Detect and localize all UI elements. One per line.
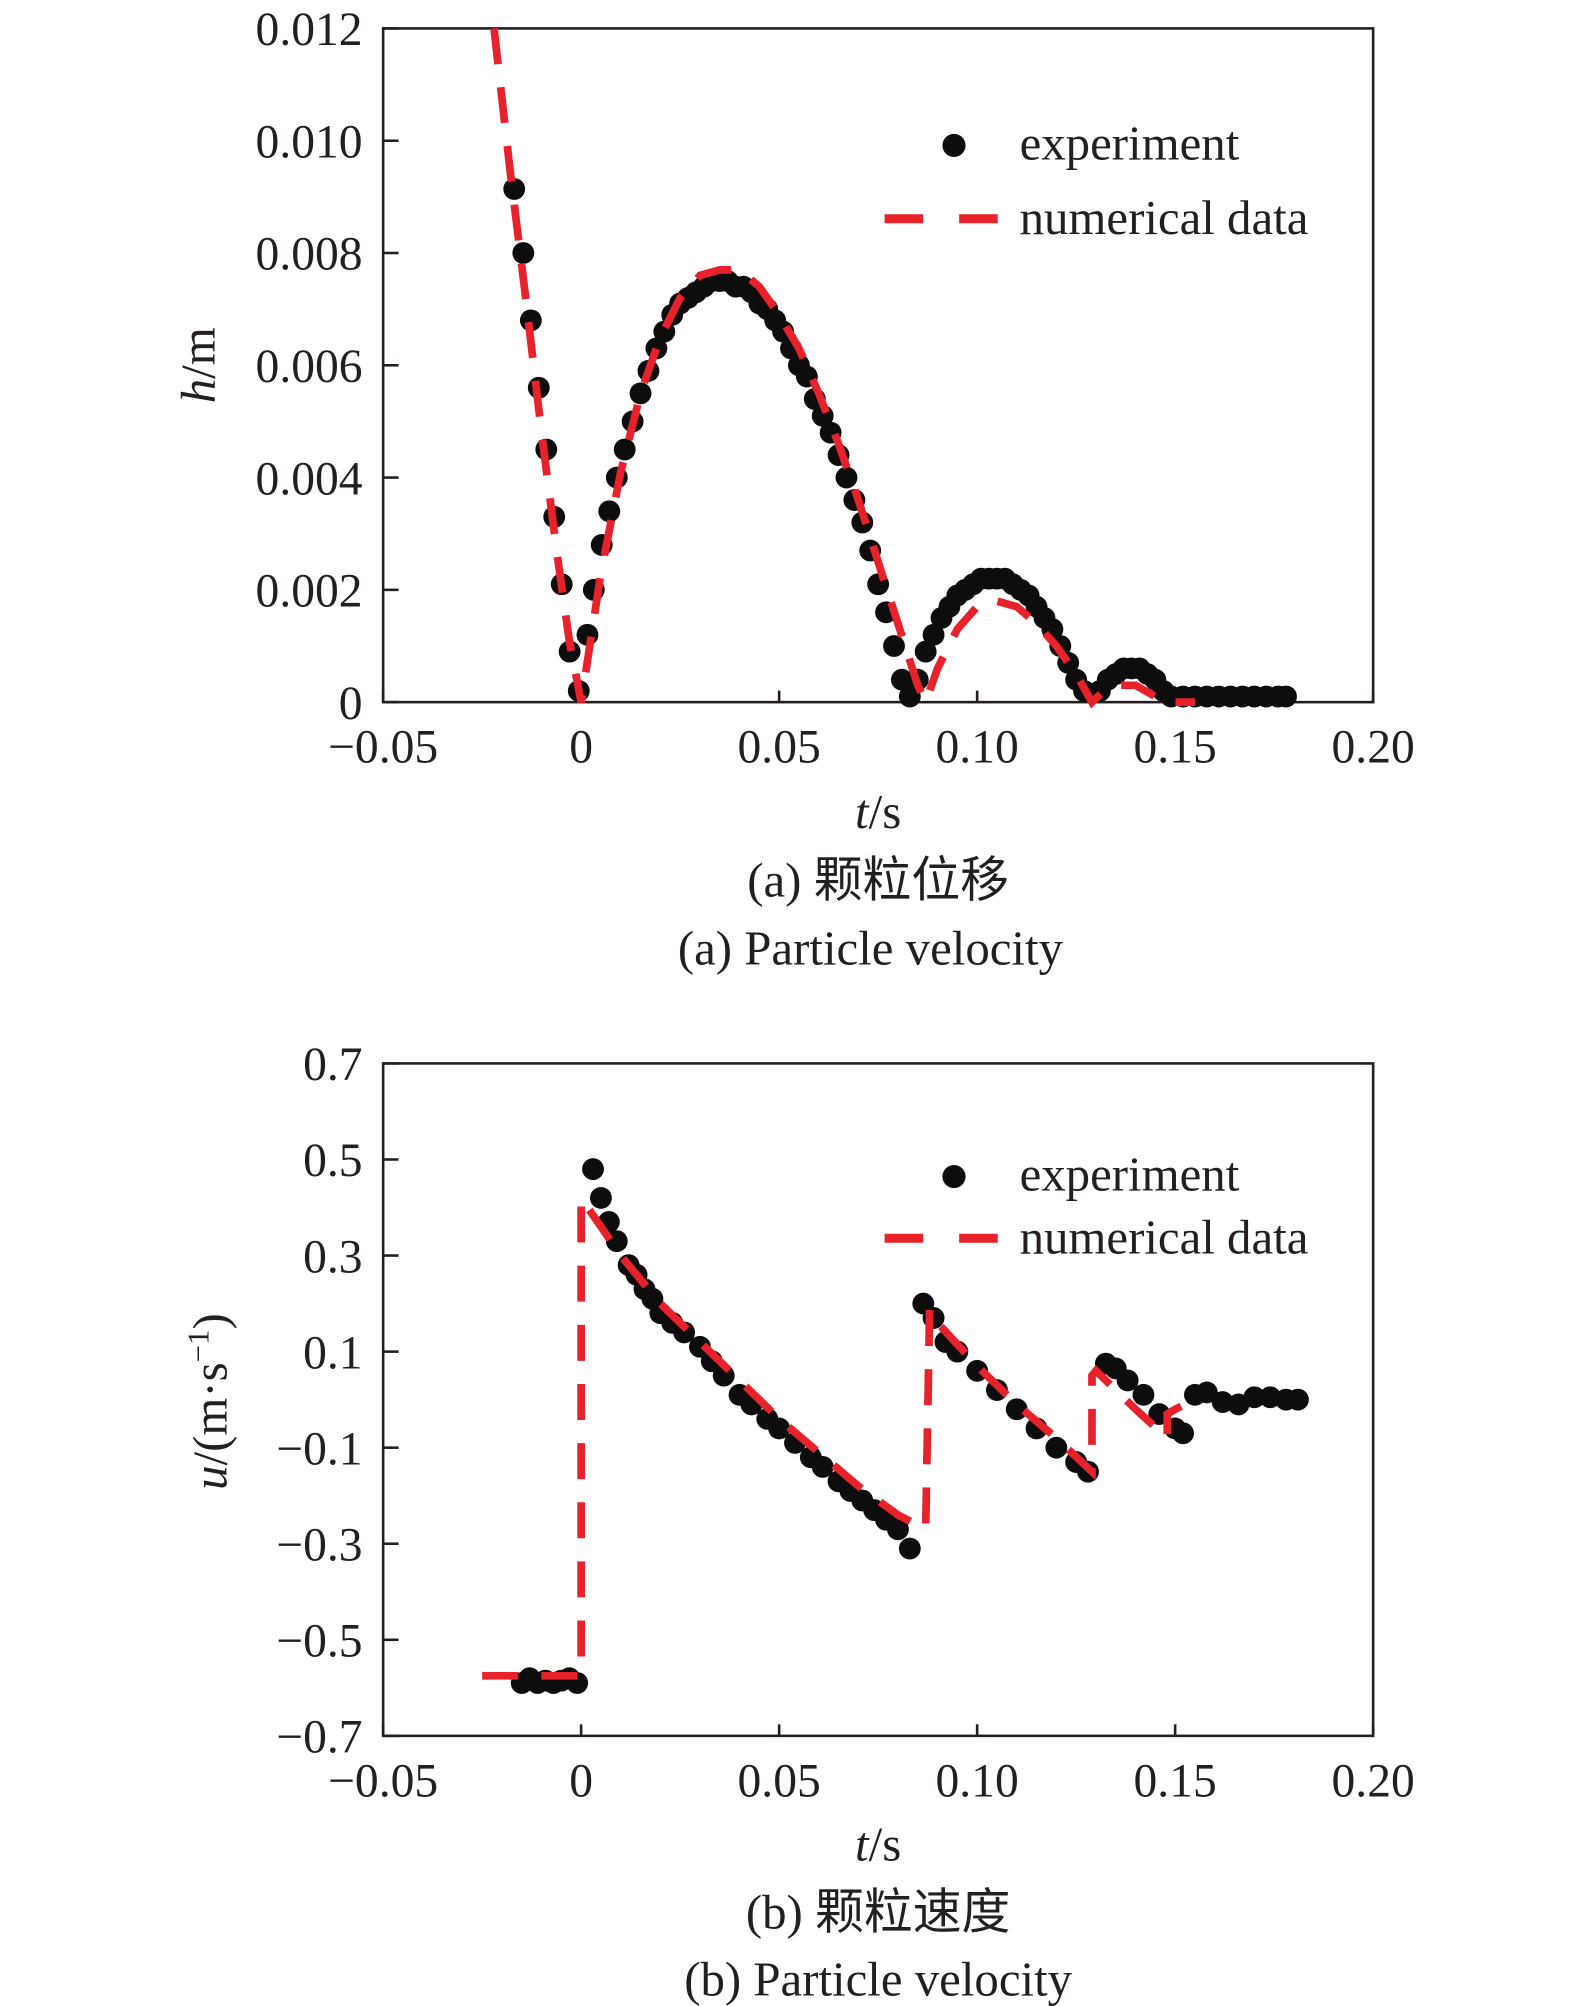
y-tick-label: −0.5 (276, 1616, 362, 1668)
experiment-point (582, 1158, 604, 1181)
y-tick-label: −0.3 (276, 1519, 362, 1571)
x-tick-label: 0.15 (1134, 1755, 1217, 1807)
caption-cn: (b) 颗粒速度 (746, 1885, 1011, 1940)
y-tick-label: 0.006 (256, 341, 363, 393)
legend-numerical-label: numerical data (1020, 190, 1309, 245)
experiment-point (768, 1417, 791, 1440)
legend-numerical-label: numerical data (1020, 1210, 1309, 1265)
experiment-point (1195, 1381, 1218, 1404)
experiment-point (883, 635, 905, 657)
panel-a-displacement: −0.05 0 0.05 0.10 0.15 0.2000.0020.0040.0060.… (171, 4, 1415, 975)
experiment-point (887, 1518, 909, 1541)
experiment-point (629, 382, 652, 405)
experiment-point (811, 1455, 834, 1478)
experiment-point (1275, 685, 1297, 708)
caption-en: (b) Particle velocity (684, 1952, 1072, 2006)
plot-area: −0.05 0 0.05 0.10 0.15 0.2000.0020.0040.0060.… (256, 4, 1415, 773)
numerical-data-line (482, 1185, 1197, 1680)
x-axis-label: t/s (855, 784, 901, 839)
x-tick-label: 0.15 (1134, 722, 1217, 774)
plot-area: −0.05 0 0.05 0.10 0.15 0.20 −0.7 −0.5 −0.3 −0.1 0.… (276, 1039, 1414, 1807)
experiment-point (512, 242, 535, 264)
legend: experiment numerical data (884, 116, 1309, 245)
x-tick-label: −0.05 (328, 722, 438, 774)
legend-experiment-marker (942, 1165, 966, 1189)
panel-b-velocity: −0.05 0 0.05 0.10 0.15 0.20 −0.7 −0.5 −0.3 −0.1 0.… (181, 1039, 1414, 2006)
x-tick-label: −0.05 (328, 1755, 438, 1807)
axes-frame (381, 1062, 1375, 1738)
legend-experiment-label: experiment (1020, 1147, 1240, 1202)
experiment-point (922, 623, 945, 646)
experiment-point (1005, 1398, 1028, 1421)
experiment-point (1116, 1369, 1139, 1392)
x-tick-label: 0.10 (936, 722, 1019, 774)
y-tick-label: 0 (339, 678, 363, 730)
y-tick-label: 0.010 (256, 116, 363, 168)
x-tick-label: 0.20 (1332, 1755, 1415, 1807)
x-tick-label: 0.05 (738, 722, 821, 774)
caption-cn: (a) 颗粒位移 (747, 852, 1009, 907)
y-tick-label: 0.3 (303, 1231, 362, 1283)
y-tick-label: 0.008 (256, 229, 363, 281)
experiment-point (1286, 1388, 1309, 1411)
y-axis-label: h/m (171, 327, 226, 403)
experiment-point (673, 1321, 696, 1344)
x-axis-label: t/s (855, 1817, 901, 1872)
y-tick-label: 0.1 (303, 1327, 362, 1379)
experiment-point (503, 178, 526, 200)
y-tick-label: 0.7 (303, 1039, 362, 1091)
y-axis-label: u/(m·s−1) (181, 1313, 237, 1490)
x-tick-label: 0.20 (1332, 722, 1415, 774)
experiment-point (598, 500, 621, 523)
caption-en: (a) Particle velocity (678, 920, 1064, 975)
legend: experiment numerical data (884, 1147, 1309, 1265)
experiment-point (914, 640, 937, 663)
y-tick-label: −0.1 (276, 1423, 362, 1475)
y-tick-label: −0.7 (276, 1712, 362, 1764)
y-tick-label: 0.5 (303, 1135, 362, 1187)
x-tick-label: 0.10 (936, 1755, 1019, 1807)
experiment-point (1132, 1383, 1155, 1406)
experiment-point (558, 640, 581, 663)
experiment-point (1045, 1436, 1068, 1459)
experiment-point (613, 438, 636, 461)
legend-experiment-marker (942, 133, 966, 157)
experiment-point (1243, 1386, 1266, 1409)
x-tick-label: 0 (569, 722, 593, 774)
y-tick-label: 0.012 (256, 4, 363, 56)
experiment-point (835, 466, 858, 489)
experiment-point (898, 1537, 921, 1560)
y-tick-label: 0.004 (256, 453, 363, 505)
y-tick-label: 0.002 (256, 566, 363, 618)
experiment-point (1172, 1422, 1194, 1445)
x-tick-label: 0 (569, 1755, 593, 1807)
experiment-point (590, 1186, 612, 1209)
experiment-point (898, 685, 921, 708)
experiment-point (890, 668, 913, 691)
numerical-data-line (490, 27, 1195, 713)
x-tick-label: 0.05 (738, 1755, 821, 1807)
legend-experiment-label: experiment (1020, 116, 1240, 171)
